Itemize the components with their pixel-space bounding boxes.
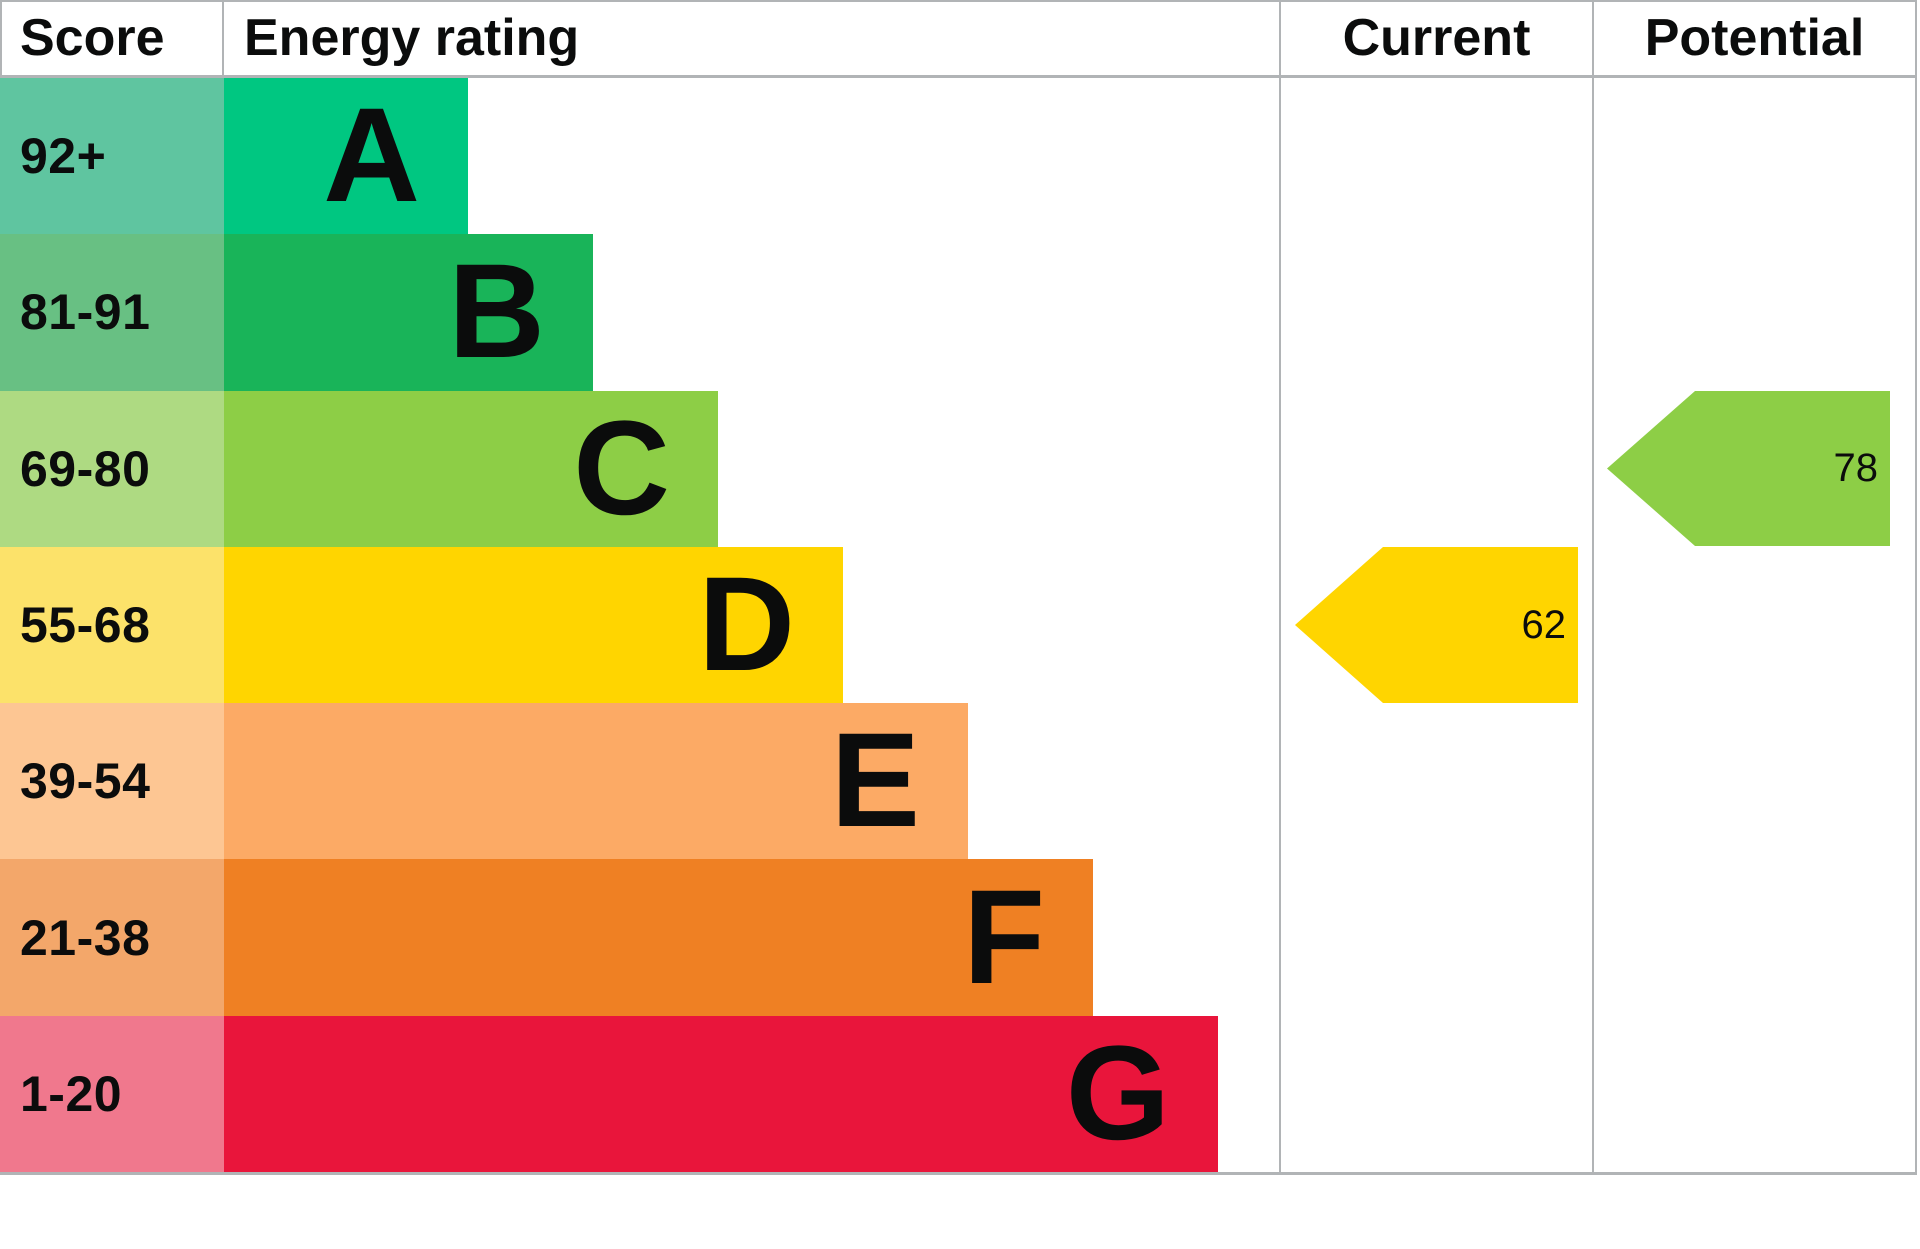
band-row-a: 92+ A — [0, 78, 1280, 235]
rating-band-c: C — [224, 390, 718, 547]
band-row-e: 39-54 E — [0, 703, 1280, 860]
band-letter-g: G — [1065, 1018, 1170, 1168]
table-right-border — [1915, 0, 1917, 1175]
score-column-divider — [222, 0, 224, 78]
potential-column-header: Potential — [1644, 8, 1865, 67]
current-rating-arrow: 62 — [1295, 547, 1578, 703]
rating-bands: 92+ A 81-91 B 69-80 C 55-68 — [0, 78, 1280, 1173]
score-cell-g: 1-20 — [0, 1015, 224, 1173]
score-cell-e: 39-54 — [0, 703, 224, 860]
current-column-header: Current — [1342, 8, 1531, 67]
score-range-label-b: 81-91 — [20, 284, 151, 341]
rating-band-g: G — [224, 1015, 1218, 1173]
score-column-header: Score — [20, 8, 165, 67]
band-row-d: 55-68 D — [0, 546, 1280, 704]
header-bottom-border — [0, 75, 1917, 78]
left-pointer-icon — [1295, 547, 1578, 703]
band-row-c: 69-80 C — [0, 390, 1280, 547]
band-row-g: 1-20 G — [0, 1015, 1280, 1173]
band-row-f: 21-38 F — [0, 859, 1280, 1016]
current-column-divider — [1279, 0, 1281, 1175]
score-range-label-a: 92+ — [20, 128, 107, 185]
header-left-border — [0, 0, 2, 78]
rating-band-a: A — [224, 78, 468, 235]
rating-band-b: B — [224, 234, 593, 391]
potential-rating-value: 78 — [1833, 446, 1879, 490]
band-letter-e: E — [830, 706, 920, 856]
score-cell-f: 21-38 — [0, 859, 224, 1016]
table-top-border — [0, 0, 1917, 2]
score-range-label-g: 1-20 — [20, 1065, 123, 1122]
energy-rating-column-header: Energy rating — [244, 8, 580, 67]
score-cell-c: 69-80 — [0, 390, 224, 547]
score-range-label-c: 69-80 — [20, 440, 151, 497]
left-pointer-icon — [1607, 391, 1890, 546]
band-letter-a: A — [323, 81, 420, 231]
band-letter-d: D — [698, 550, 795, 700]
potential-rating-arrow: 78 — [1607, 391, 1890, 546]
score-cell-b: 81-91 — [0, 234, 224, 391]
potential-column-divider — [1592, 0, 1594, 1175]
band-row-b: 81-91 B — [0, 234, 1280, 391]
table-bottom-border — [0, 1172, 1917, 1175]
rating-band-e: E — [224, 703, 968, 860]
band-letter-c: C — [573, 393, 670, 543]
score-range-label-e: 39-54 — [20, 753, 151, 810]
rating-band-d: D — [224, 546, 843, 704]
band-letter-f: F — [963, 862, 1045, 1012]
rating-band-f: F — [224, 859, 1093, 1016]
score-range-label-d: 55-68 — [20, 597, 151, 654]
score-range-label-f: 21-38 — [20, 909, 151, 966]
current-rating-value: 62 — [1521, 602, 1567, 647]
score-cell-a: 92+ — [0, 78, 224, 235]
score-cell-d: 55-68 — [0, 546, 224, 704]
band-letter-b: B — [448, 237, 545, 387]
